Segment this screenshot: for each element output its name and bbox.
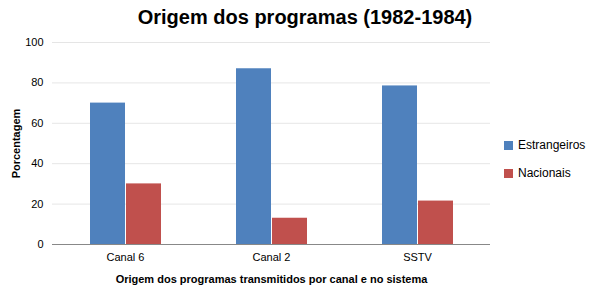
html-text:Origem dos programas (1982-198: Origem dos programas (1982-1984) [137,6,473,28]
svg-text:60: 60 [31,117,43,129]
svg-text:80: 80 [31,76,43,88]
svg-text:0: 0 [37,238,43,250]
html-text:Estrangeiros: Estrangeiros [518,138,586,152]
html-text:Nacionais: Nacionais [518,166,571,180]
svg-text:SSTV: SSTV [403,251,432,263]
svg-text:Canal 6: Canal 6 [107,251,145,263]
svg-text:40: 40 [31,157,43,169]
svg-text:20: 20 [31,198,43,210]
svg-text:Porcentagem: Porcentagem [10,108,22,178]
svg-text:Canal 2: Canal 2 [253,251,291,263]
svg-text:Origem dos programas transmiti: Origem dos programas transmitidos por ca… [116,273,429,285]
svg-text:100: 100 [25,36,43,48]
